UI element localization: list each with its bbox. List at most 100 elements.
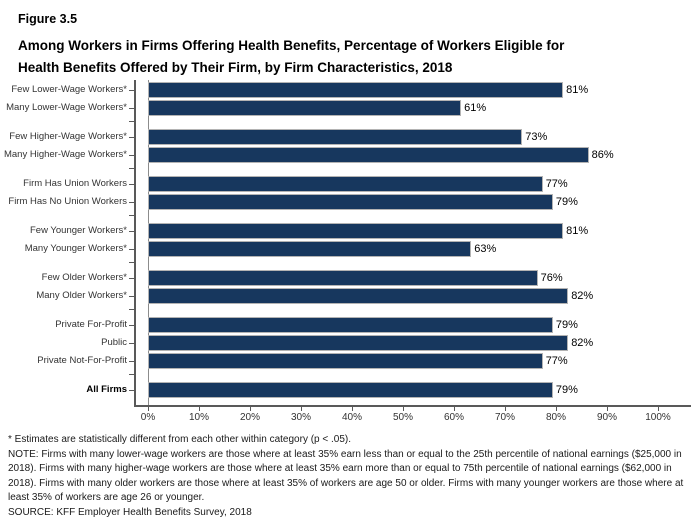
bar-row: All Firms 79% [0, 382, 698, 398]
bar-value-label: 81% [566, 225, 589, 237]
bar [148, 241, 472, 257]
bar-group: Private For-Profit 79% Public 82% Private No… [0, 317, 698, 369]
value-axis-line [134, 405, 691, 407]
bar [148, 194, 553, 210]
bar-row: Private Not-For-Profit 77% [0, 353, 698, 369]
category-tick [127, 335, 148, 351]
category-tick [129, 309, 135, 310]
plot-rows: Few Lower-Wage Workers* 81% Many Lower-Wag… [0, 82, 698, 411]
category-label: Firm Has No Union Workers [8, 196, 127, 207]
bar-area: 82% [148, 288, 698, 304]
figure-title-line-1: Among Workers in Firms Offering Health B… [18, 38, 565, 53]
bar [148, 82, 564, 98]
bar-area: 81% [148, 223, 698, 239]
bar-row: Public 82% [0, 335, 698, 351]
bar-value-label: 63% [474, 243, 497, 255]
category-tick [127, 129, 148, 145]
bar-row: Few Younger Workers* 81% [0, 223, 698, 239]
x-axis-tick-label: 0% [140, 412, 156, 423]
category-label: Few Younger Workers* [30, 225, 127, 236]
x-axis-tick [250, 407, 251, 411]
category-tick [127, 288, 148, 304]
bar-row: Many Younger Workers* 63% [0, 241, 698, 257]
bar-chart: Few Lower-Wage Workers* 81% Many Lower-Wag… [0, 80, 698, 427]
bar-area: 79% [148, 317, 698, 333]
bar-row: Firm Has No Union Workers 79% [0, 194, 698, 210]
footnote-note: NOTE: Firms with many lower-wage workers… [8, 448, 684, 504]
bar [148, 353, 543, 369]
bar-value-label: 61% [464, 102, 487, 114]
category-label: Public [101, 337, 127, 348]
category-tick [127, 241, 148, 257]
x-axis-tick [403, 407, 404, 411]
category-tick [129, 262, 135, 263]
bar-value-label: 82% [571, 290, 594, 302]
bar-area: 86% [148, 147, 698, 163]
category-tick [129, 215, 135, 216]
category-tick [127, 382, 148, 398]
bar-value-label: 79% [555, 196, 578, 208]
category-tick [127, 270, 148, 286]
bar-row: Firm Has Union Workers 77% [0, 176, 698, 192]
x-axis-tick-label: 100% [645, 412, 671, 423]
x-axis-tick-label: 40% [341, 412, 362, 423]
bar-group: Few Younger Workers* 81% Many Younger Work… [0, 223, 698, 257]
x-axis-tick-label: 80% [545, 412, 566, 423]
bar-row: Many Higher-Wage Workers* 86% [0, 147, 698, 163]
bar-area: 79% [148, 194, 698, 210]
x-axis-tick [148, 407, 149, 411]
category-tick [127, 100, 148, 116]
bar-group: All Firms 79% [0, 382, 698, 398]
figure-header: Figure 3.5 Among Workers in Firms Offeri… [18, 12, 678, 79]
category-label: Many Lower-Wage Workers* [6, 102, 127, 113]
category-tick [127, 147, 148, 163]
bar-value-label: 77% [545, 178, 568, 190]
bar-row: Few Older Workers* 76% [0, 270, 698, 286]
bar-area: 81% [148, 82, 698, 98]
bar-value-label: 73% [525, 131, 548, 143]
category-tick [127, 176, 148, 192]
x-axis-tick [199, 407, 200, 411]
bar-area: 73% [148, 129, 698, 145]
bar-group: Few Lower-Wage Workers* 81% Many Lower-Wag… [0, 82, 698, 116]
category-tick [129, 168, 135, 169]
x-axis-tick-label: 70% [494, 412, 515, 423]
x-axis-tick [505, 407, 506, 411]
figure-title-line-2: Health Benefits Offered by Their Firm, b… [18, 60, 453, 75]
bar [148, 382, 553, 398]
bar-value-label: 77% [545, 355, 568, 367]
category-label: Many Younger Workers* [24, 243, 127, 254]
category-label: Few Older Workers* [41, 272, 127, 283]
category-label: Few Lower-Wage Workers* [11, 84, 127, 95]
bar-group: Firm Has Union Workers 77% Firm Has No Uni… [0, 176, 698, 210]
x-axis-tick [301, 407, 302, 411]
bar [148, 129, 523, 145]
bar-value-label: 81% [566, 84, 589, 96]
x-axis-tick-label: 50% [392, 412, 413, 423]
bar [148, 223, 564, 239]
category-label: Many Older Workers* [36, 290, 127, 301]
category-label: Many Higher-Wage Workers* [3, 149, 127, 160]
category-tick [127, 194, 148, 210]
category-label: Private For-Profit [55, 319, 127, 330]
x-axis-tick-label: 30% [290, 412, 311, 423]
category-label: All Firms [86, 384, 127, 395]
bar-area: 77% [148, 353, 698, 369]
x-axis-tick-label: 90% [596, 412, 617, 423]
footnotes: * Estimates are statistically different … [8, 433, 692, 520]
footnote-source: SOURCE: KFF Employer Health Benefits Sur… [8, 506, 252, 518]
bar-group: Few Higher-Wage Workers* 73% Many Higher-W… [0, 129, 698, 163]
bar-area: 77% [148, 176, 698, 192]
bar [148, 270, 538, 286]
x-axis-tick [658, 407, 659, 411]
bar-value-label: 79% [555, 319, 578, 331]
bar-value-label: 76% [540, 272, 563, 284]
bar-value-label: 86% [591, 149, 614, 161]
x-axis-tick [556, 407, 557, 411]
bar-row: Many Older Workers* 82% [0, 288, 698, 304]
category-label: Private Not-For-Profit [37, 355, 127, 366]
bar-area: 63% [148, 241, 698, 257]
category-tick [129, 121, 135, 122]
x-axis-tick [607, 407, 608, 411]
